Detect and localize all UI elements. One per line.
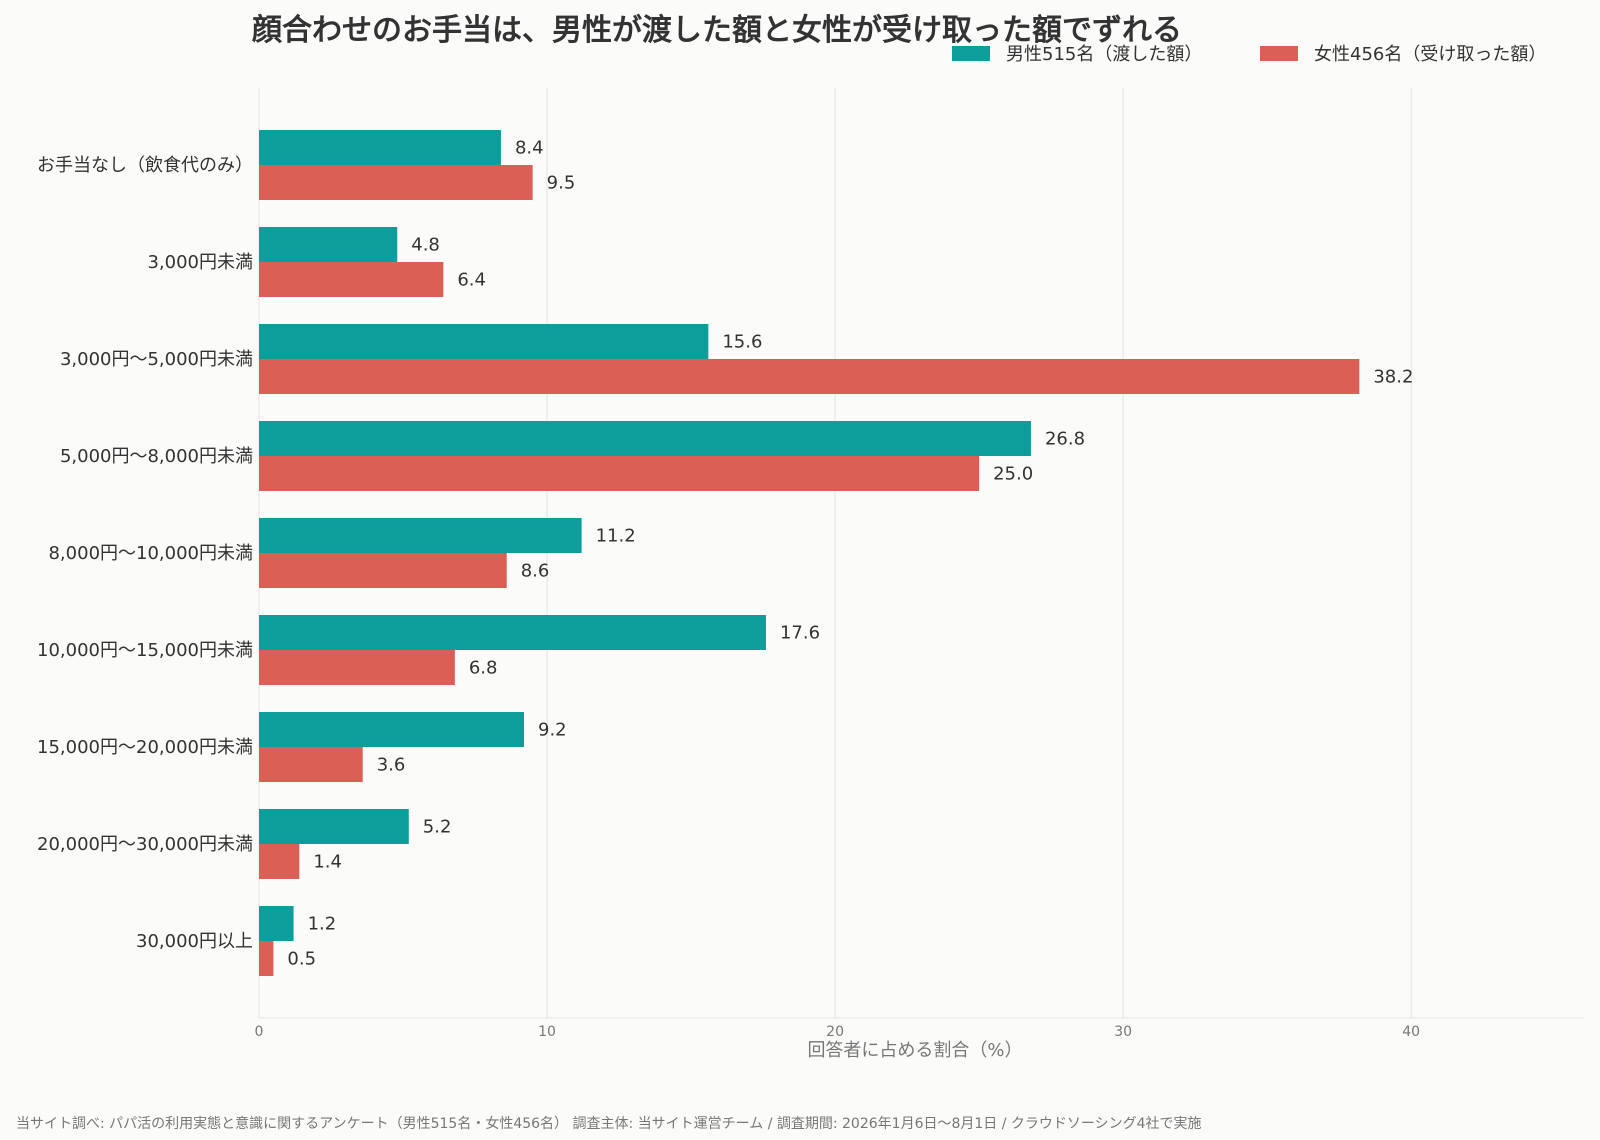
category-label: 5,000円〜8,000円未満 xyxy=(60,446,253,467)
bar-female xyxy=(259,553,507,588)
value-label: 38.2 xyxy=(1373,367,1413,388)
bar-male xyxy=(259,130,501,165)
bar-male xyxy=(259,324,709,359)
value-label: 1.2 xyxy=(308,914,337,935)
category-label: 3,000円〜5,000円未満 xyxy=(60,349,253,370)
bar-male xyxy=(259,518,582,553)
value-label: 6.8 xyxy=(469,658,498,679)
category-label: 10,000円〜15,000円未満 xyxy=(37,640,253,661)
value-label: 5.2 xyxy=(423,817,452,838)
bar-female xyxy=(259,650,455,685)
value-label: 1.4 xyxy=(313,852,342,873)
bar-male xyxy=(259,809,409,844)
x-tick-label: 10 xyxy=(538,1024,556,1040)
bar-female xyxy=(259,456,980,491)
value-label: 26.8 xyxy=(1045,429,1085,450)
value-label: 8.4 xyxy=(515,138,544,159)
chart-title: 顔合わせのお手当は、男性が渡した額と女性が受け取った額でずれる xyxy=(252,13,1182,48)
bar-female xyxy=(259,165,533,200)
x-tick-label: 0 xyxy=(255,1024,264,1040)
x-tick-label: 20 xyxy=(826,1024,844,1040)
value-label: 9.5 xyxy=(547,173,576,194)
value-label: 4.8 xyxy=(411,235,440,256)
x-axis-title: 回答者に占める割合（%） xyxy=(807,1040,1022,1061)
value-label: 0.5 xyxy=(287,949,316,970)
value-label: 9.2 xyxy=(538,720,567,741)
x-tick-label: 40 xyxy=(1402,1024,1420,1040)
bar-female xyxy=(259,262,444,297)
category-label: お手当なし（飲食代のみ） xyxy=(37,155,253,176)
legend-swatch-male xyxy=(952,46,990,61)
bar-male xyxy=(259,421,1031,456)
value-label: 25.0 xyxy=(993,464,1033,485)
value-label: 3.6 xyxy=(377,755,406,776)
value-label: 8.6 xyxy=(521,561,550,582)
legend-swatch-female xyxy=(1260,46,1298,61)
x-tick-labels: 0 10 20 30 40 xyxy=(255,1024,1421,1040)
bar-female xyxy=(259,747,363,782)
category-label: 3,000円未満 xyxy=(147,252,253,273)
legend: 男性515名（渡した額） 女性456名（受け取った額） xyxy=(952,44,1546,65)
category-labels: お手当なし（飲食代のみ） 3,000円未満 3,000円〜5,000円未満 5,000… xyxy=(37,155,253,952)
value-label: 15.6 xyxy=(722,332,762,353)
bar-female xyxy=(259,844,300,879)
bar-male xyxy=(259,906,294,941)
category-label: 20,000円〜30,000円未満 xyxy=(37,834,253,855)
value-labels: 8.49.5 4.8 6.4 15.6 38.2 26.8 25.0 11.2 8.6 17.6 6… xyxy=(287,138,1413,970)
bar-male xyxy=(259,227,398,262)
source-note: 当サイト調べ: パパ活の利用実態と意識に関するアンケート（男性515名・女性45… xyxy=(16,1115,1202,1132)
x-tick-label: 30 xyxy=(1114,1024,1132,1040)
bar-female xyxy=(259,941,274,976)
bar-male xyxy=(259,712,524,747)
category-label: 15,000円〜20,000円未満 xyxy=(37,737,253,758)
legend-label-male: 男性515名（渡した額） xyxy=(1006,44,1202,65)
bar-female xyxy=(259,359,1360,394)
value-label: 11.2 xyxy=(596,526,636,547)
category-label: 8,000円〜10,000円未満 xyxy=(48,543,253,564)
legend-label-female: 女性456名（受け取った額） xyxy=(1314,44,1546,65)
bar-male xyxy=(259,615,766,650)
value-label: 17.6 xyxy=(780,623,820,644)
category-label: 30,000円以上 xyxy=(136,931,253,952)
value-label: 6.4 xyxy=(457,270,486,291)
bars xyxy=(259,130,1360,976)
